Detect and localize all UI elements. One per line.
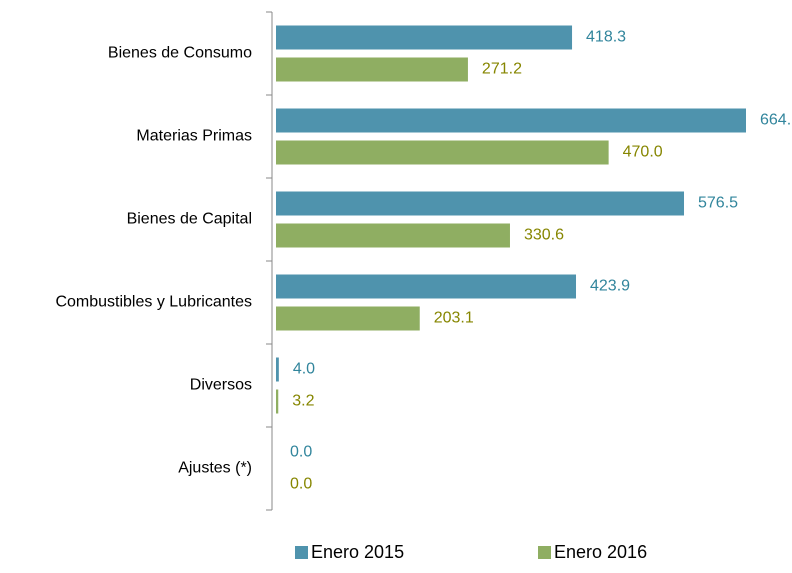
value-label: 470.0 [623,144,663,161]
value-label: 3.2 [292,393,314,410]
value-label: 423.9 [590,278,630,295]
bar [276,357,279,382]
category-label: Combustibles y Lubricantes [55,294,252,311]
value-label: 271.2 [482,61,522,78]
category-label: Materias Primas [136,128,252,145]
legend-swatch [538,546,551,559]
legend-swatch [295,546,308,559]
value-label: 576.5 [698,195,738,212]
value-label: 4.0 [293,361,315,378]
bar [276,140,609,165]
legend-label: Enero 2016 [554,542,647,562]
value-label: 0.0 [290,444,312,461]
value-label: 203.1 [434,310,474,327]
bar [276,25,573,50]
bar [276,108,746,133]
value-label: 418.3 [586,29,626,46]
value-label: 0.0 [290,476,312,493]
bar [276,274,577,299]
value-label: 664.1 [760,112,792,129]
bar [276,57,468,82]
category-label: Bienes de Consumo [108,45,252,62]
value-label: 330.6 [524,227,564,244]
legend-label: Enero 2015 [311,542,404,562]
category-label: Ajustes (*) [178,460,252,477]
bar [276,306,420,331]
bar [276,191,685,216]
bar [276,223,510,248]
category-label: Bienes de Capital [127,211,252,228]
bar [276,389,279,414]
category-label: Diversos [190,377,252,394]
